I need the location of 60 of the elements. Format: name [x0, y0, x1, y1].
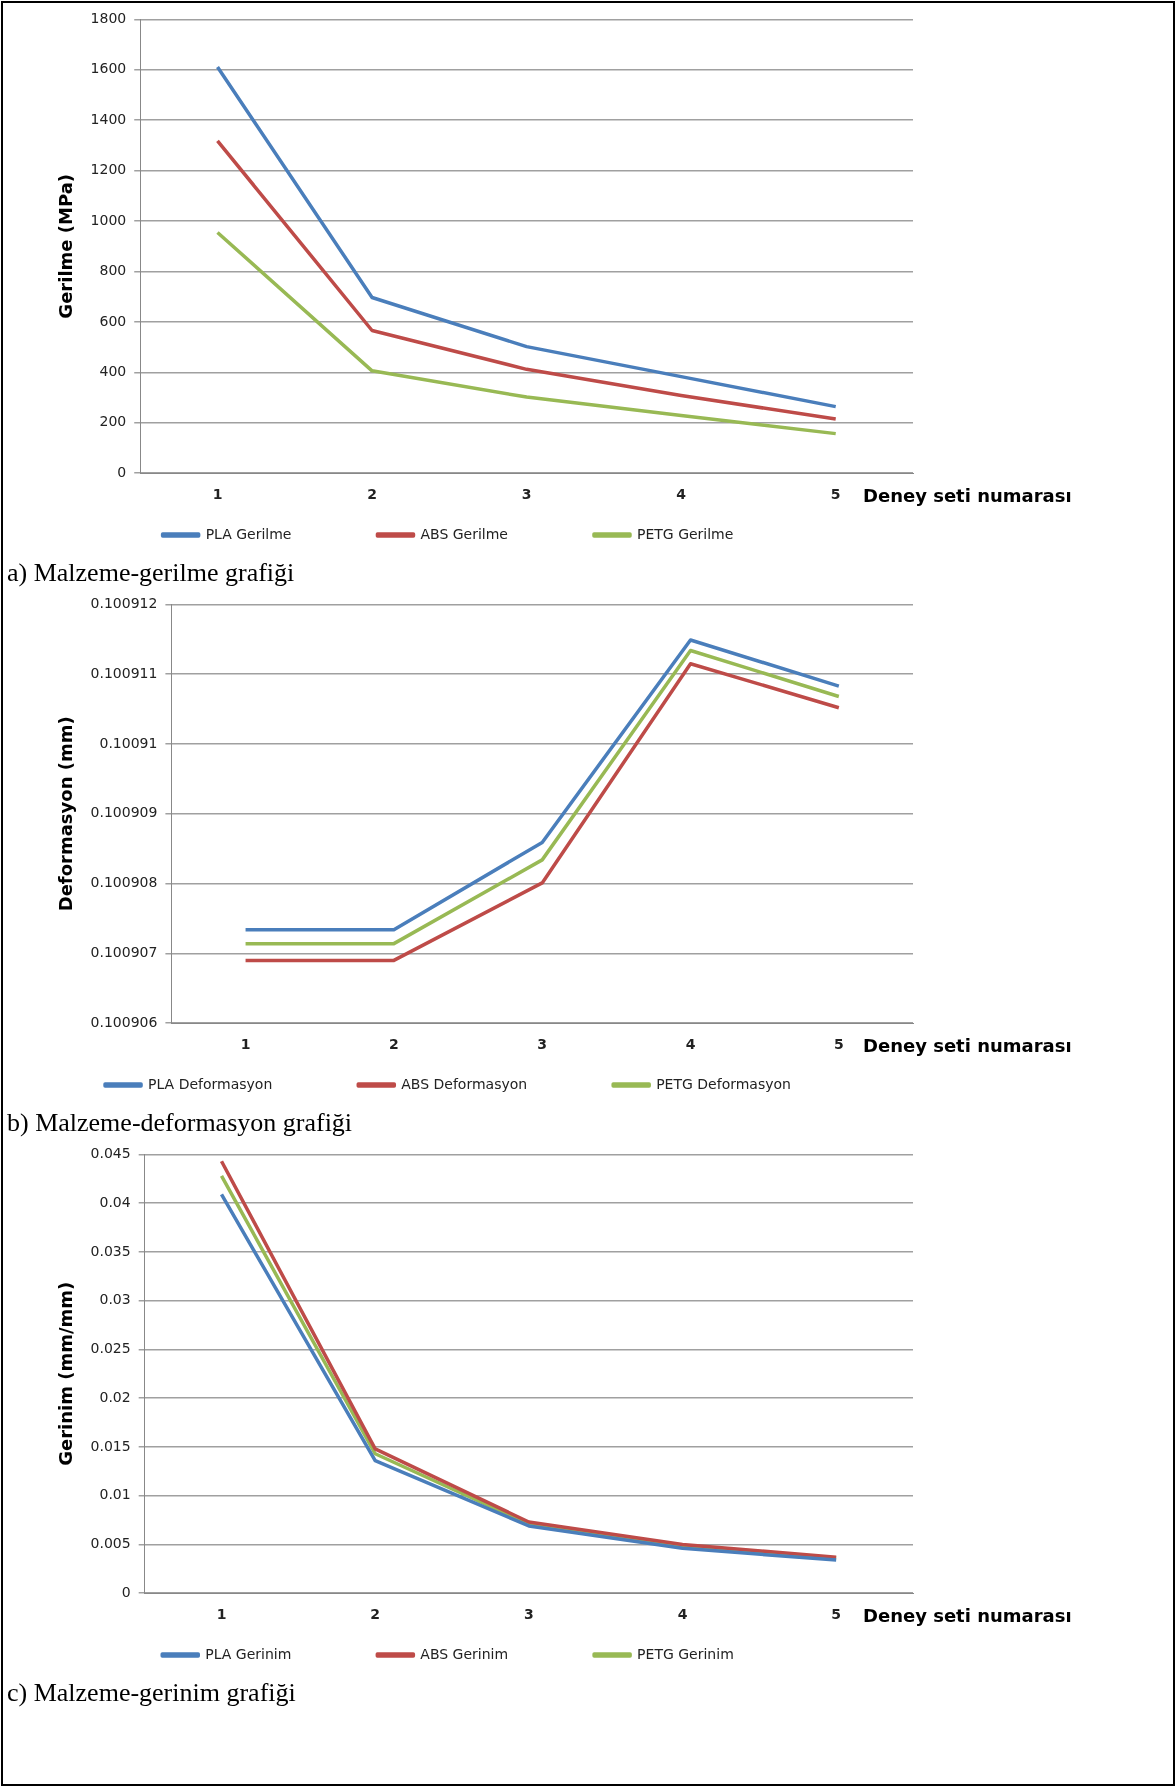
y-tick-label: 0.035 [90, 1242, 131, 1259]
y-tick-label: 1000 [90, 211, 127, 228]
x-axis-title: Deney seti numarası [863, 1034, 1072, 1056]
x-axis-title: Deney seti numarası [863, 1604, 1072, 1626]
y-tick-label: 200 [99, 413, 127, 430]
y-tick-label: 1800 [90, 10, 127, 27]
y-tick-label: 0.005 [90, 1535, 131, 1552]
y-tick-label: 0.03 [99, 1291, 131, 1308]
y-tick-label: 0.025 [90, 1340, 131, 1357]
x-tick-label: 3 [523, 1606, 534, 1623]
x-tick-label: 1 [212, 486, 223, 503]
y-tick-label: 0 [121, 1583, 131, 1600]
y-tick-label: 0.100909 [90, 804, 158, 821]
y-tick-label: 0.015 [90, 1437, 131, 1454]
x-axis-title: Deney seti numarası [863, 484, 1072, 506]
text: c) Malzeme-gerinim grafiği [6, 1678, 297, 1708]
x-tick-label: 2 [389, 1036, 399, 1053]
y-axis-title: Deformasyon (mm) [55, 716, 77, 912]
legend-label: ABS Deformasyon [401, 1075, 598, 1092]
legend-label: PLA Deformasyon [148, 1075, 343, 1092]
x-tick-label: 4 [685, 1036, 696, 1053]
y-tick-label: 0 [117, 463, 127, 480]
x-tick-label: 1 [216, 1606, 227, 1623]
y-axis-title: Gerilme (MPa) [55, 173, 77, 319]
legend-label: PLA Gerilme [205, 525, 362, 542]
y-tick-label: 0.100912 [90, 595, 158, 612]
legend-label: PETG Gerinim [637, 1645, 804, 1662]
x-tick-label: 5 [833, 1036, 844, 1053]
y-tick-label: 400 [99, 363, 127, 379]
y-tick-label: 0.100908 [90, 874, 158, 891]
legend-label: ABS Gerinim [420, 1645, 579, 1662]
y-tick-label: 0.100911 [90, 664, 158, 681]
y-tick-label: 0.02 [99, 1388, 131, 1405]
y-tick-label: 1400 [90, 110, 127, 127]
legend-label: PLA Gerinim [205, 1645, 362, 1662]
legend-label: PETG Gerilme [636, 525, 804, 542]
x-tick-label: 4 [676, 486, 687, 503]
y-axis-title: Gerinim (mm/mm) [55, 1281, 77, 1466]
y-tick-label: 600 [99, 312, 127, 329]
x-tick-label: 3 [537, 1036, 548, 1053]
y-tick-label: 1200 [90, 161, 127, 178]
y-tick-label: 1600 [90, 60, 127, 77]
x-tick-label: 3 [521, 486, 532, 503]
y-tick-label: 0.04 [99, 1193, 131, 1210]
text: a) Malzeme-gerilme grafiği [6, 558, 296, 588]
x-tick-label: 5 [831, 1606, 842, 1623]
y-tick-label: 0.01 [99, 1486, 131, 1503]
y-tick-label: 0.100906 [90, 1013, 158, 1030]
y-tick-label: 0.10091 [99, 734, 158, 751]
y-tick-label: 800 [99, 262, 127, 279]
x-tick-label: 4 [677, 1606, 688, 1623]
x-tick-label: 2 [370, 1606, 381, 1623]
x-tick-label: 2 [367, 486, 377, 503]
legend-label: PETG Deformasyon [656, 1075, 861, 1092]
x-tick-label: 1 [240, 1036, 251, 1053]
y-tick-label: 0.100907 [90, 944, 158, 961]
text: b) Malzeme-deformasyon grafiği [6, 1108, 354, 1138]
x-tick-label: 5 [830, 486, 841, 503]
legend-label: ABS Gerilme [420, 525, 578, 542]
y-tick-label: 0.045 [90, 1145, 131, 1162]
